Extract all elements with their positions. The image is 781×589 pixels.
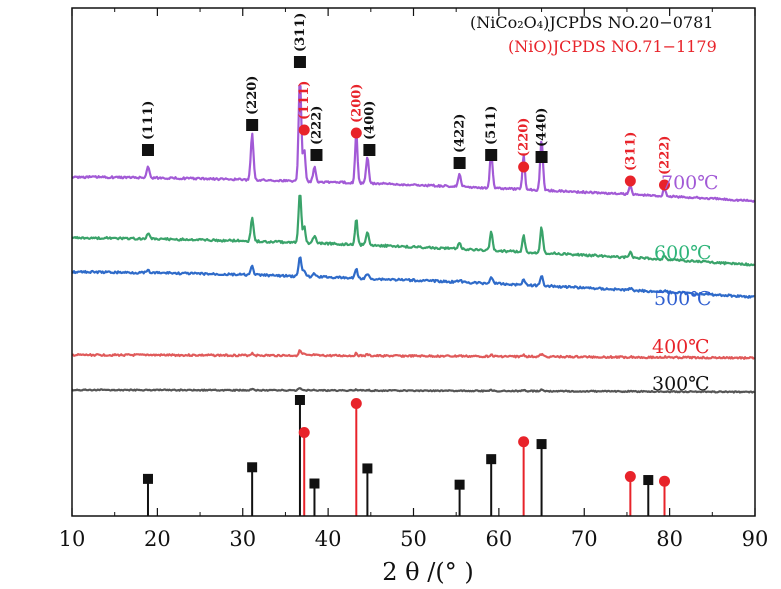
nico2o4-stick-marker	[362, 463, 373, 474]
temperature-label: 400℃	[652, 336, 710, 358]
nio-stick-marker	[624, 471, 636, 483]
nico2o4-marker	[141, 144, 154, 156]
trace-300℃	[71, 387, 755, 394]
peak-markers: (111) (220) (311) (222) (400) (422) (511) (440)…	[141, 13, 673, 191]
nio-stick-marker	[350, 397, 362, 409]
x-tick-label: 80	[656, 527, 683, 551]
legend-nio: (NiO)JCPDS NO.71−1179	[508, 37, 717, 56]
x-tick-label: 60	[486, 527, 513, 551]
nio-stick-marker	[659, 475, 671, 487]
nico2o4-marker	[246, 119, 259, 131]
nico2o4-stick-marker	[486, 454, 497, 465]
nico2o4-stick-marker	[454, 479, 465, 490]
nico2o4-hkl-label: (220)	[245, 76, 260, 115]
nico2o4-marker	[485, 149, 498, 161]
trace-400℃	[71, 349, 756, 360]
temperature-label: 600℃	[654, 242, 712, 264]
nio-stick-marker	[298, 426, 310, 438]
temperature-label: 500℃	[654, 288, 712, 310]
nio-marker	[350, 127, 362, 139]
x-tick-label: 90	[742, 527, 769, 551]
nio-hkl-label: (222)	[658, 136, 673, 175]
nico2o4-stick-marker	[294, 395, 305, 405]
nico2o4-marker	[310, 149, 323, 161]
nico2o4-hkl-label: (400)	[362, 101, 377, 140]
reference-sticks	[142, 395, 671, 516]
nico2o4-marker	[535, 151, 548, 163]
nico2o4-hkl-label: (422)	[453, 114, 468, 153]
nico2o4-hkl-label: (511)	[484, 106, 499, 145]
nio-marker	[624, 175, 636, 187]
x-axis: 10 20 30 40 50 60 70 80 90	[59, 8, 769, 551]
diffraction-traces	[71, 84, 756, 394]
nico2o4-stick-marker	[309, 478, 320, 489]
nio-marker	[518, 161, 530, 173]
temperature-label: 700℃	[661, 172, 719, 194]
temperature-labels: 300℃ 400℃ 500℃ 600℃ 700℃	[652, 172, 719, 395]
x-axis-label: 2 θ /(° )	[382, 558, 473, 586]
trace-500℃	[71, 256, 755, 299]
x-tick-label: 10	[59, 527, 86, 551]
nico2o4-hkl-label: (222)	[309, 106, 324, 145]
x-tick-label: 20	[144, 527, 171, 551]
nico2o4-stick-marker	[536, 439, 547, 450]
x-tick-label: 50	[400, 527, 427, 551]
x-tick-label: 30	[229, 527, 256, 551]
nio-hkl-label: (311)	[623, 132, 638, 171]
trace-600℃	[71, 194, 755, 267]
nico2o4-hkl-label: (111)	[141, 101, 156, 140]
nico2o4-stick-marker	[643, 475, 654, 486]
nico2o4-marker	[293, 56, 306, 68]
nico2o4-marker	[363, 144, 376, 156]
nico2o4-hkl-label: (311)	[293, 13, 308, 52]
nico2o4-marker	[453, 157, 466, 169]
nio-hkl-label: (220)	[517, 118, 532, 157]
x-tick-label: 70	[571, 527, 598, 551]
nio-marker	[298, 124, 310, 136]
plot-frame	[71, 7, 756, 517]
nico2o4-hkl-label: (440)	[535, 108, 550, 147]
nio-marker	[659, 179, 671, 191]
trace-700℃	[71, 84, 756, 203]
nio-hkl-label: (111)	[297, 81, 312, 120]
nio-stick-marker	[518, 436, 530, 448]
legend-nico2o4: (NiCo₂O₄)JCPDS NO.20−0781	[470, 13, 713, 32]
nio-hkl-label: (200)	[349, 84, 364, 123]
nico2o4-stick-marker	[142, 473, 153, 484]
temperature-label: 300℃	[652, 373, 710, 395]
nico2o4-stick-marker	[247, 462, 258, 473]
x-tick-label: 40	[315, 527, 342, 551]
